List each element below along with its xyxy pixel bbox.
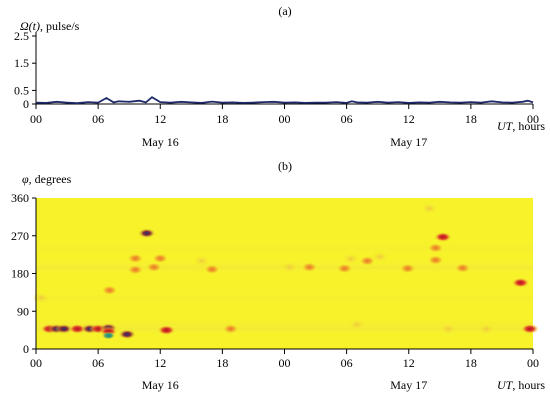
panel-a: (a) Ω(t), pulse/s 00.51.52.5 00 06 12 18 00 0… bbox=[14, 4, 545, 149]
x-tick-label: 06 bbox=[92, 112, 104, 126]
heatmap-spot bbox=[137, 228, 156, 239]
x-tick-label: 18 bbox=[216, 112, 228, 126]
x-tick-label: 12 bbox=[154, 112, 166, 126]
day-label: May 16 bbox=[142, 378, 179, 392]
panel-b-xlabel: UT, hours bbox=[497, 378, 545, 392]
y-tick-label: 90 bbox=[17, 304, 29, 318]
x-tick-label: 00 bbox=[30, 112, 42, 126]
heatmap-band bbox=[36, 318, 533, 329]
x-tick-label: 18 bbox=[216, 356, 228, 370]
heatmap-spot bbox=[520, 323, 539, 334]
heatmap-spot bbox=[420, 202, 439, 215]
y-tick-label: 0.5 bbox=[14, 83, 29, 97]
panel-a-day-labels: May 16 May 17 bbox=[142, 135, 428, 149]
x-tick-label: 00 bbox=[30, 356, 42, 370]
x-tick-label: 12 bbox=[403, 356, 415, 370]
day-label: May 17 bbox=[390, 135, 427, 149]
heatmap-band bbox=[36, 323, 533, 334]
y-tick-label: 180 bbox=[11, 267, 29, 281]
heatmap-spot bbox=[32, 291, 51, 304]
heatmap-spot bbox=[118, 329, 137, 340]
panel-a-y-axis: 00.5 1.5 2.5 bbox=[14, 29, 37, 111]
y-tick-label: 0 bbox=[23, 97, 29, 111]
x-tick-label: 00 bbox=[527, 112, 539, 126]
heatmap-spot bbox=[222, 323, 239, 334]
x-tick-label: 00 bbox=[279, 112, 291, 126]
x-tick-label: 00 bbox=[527, 356, 539, 370]
x-tick-label: 18 bbox=[465, 356, 477, 370]
x-tick-label: 00 bbox=[279, 356, 291, 370]
heatmap-spot bbox=[427, 242, 444, 253]
heatmap-spot bbox=[280, 261, 299, 274]
x-tick-label: 12 bbox=[403, 112, 415, 126]
panel-b: (b) φ, degrees 0 90 180 270 360 00 06 12 18 00 06… bbox=[11, 159, 545, 392]
heatmap-spot bbox=[439, 322, 458, 335]
heatmap-spot bbox=[433, 232, 452, 243]
x-tick-label: 12 bbox=[154, 356, 166, 370]
heatmap-spot bbox=[54, 323, 73, 334]
panel-b-ylabel: φ, degrees bbox=[22, 172, 72, 186]
y-tick-label: 270 bbox=[11, 229, 29, 243]
heatmap-spot bbox=[152, 253, 169, 264]
heatmap-spot bbox=[204, 264, 221, 275]
heatmap-spot bbox=[127, 264, 144, 275]
panel-b-day-labels: May 16 May 17 bbox=[142, 378, 428, 392]
heatmap-spot bbox=[341, 252, 360, 265]
heatmap-spot bbox=[68, 323, 87, 334]
y-tick-label: 0 bbox=[23, 342, 29, 356]
heatmap-spot bbox=[301, 262, 318, 273]
heatmap-spots bbox=[32, 202, 539, 340]
heatmap-band bbox=[36, 243, 533, 254]
heatmap-spot bbox=[477, 322, 496, 335]
heatmap-spot bbox=[370, 250, 389, 263]
panel-a-xlabel: UT, hours bbox=[497, 119, 545, 133]
y-tick-label: 360 bbox=[11, 191, 29, 205]
panel-b-x-axis: 00 06 12 18 00 06 12 18 00 bbox=[30, 348, 539, 370]
panel-b-label: (b) bbox=[278, 159, 292, 173]
heatmap-spot bbox=[127, 253, 144, 264]
heatmap-spot bbox=[511, 277, 530, 288]
heatmap-spot bbox=[101, 331, 116, 340]
x-tick-label: 06 bbox=[341, 356, 353, 370]
heatmap-band bbox=[36, 293, 533, 304]
heatmap-spot bbox=[427, 255, 444, 266]
y-tick-label: 2.5 bbox=[14, 29, 29, 43]
panel-a-ylabel: Ω(t), pulse/s bbox=[20, 19, 80, 33]
heatmap-spot bbox=[399, 263, 416, 274]
heatmap-spot bbox=[347, 318, 366, 331]
panel-a-series-line bbox=[35, 96, 534, 105]
panel-b-y-axis: 0 90 180 270 360 bbox=[11, 191, 37, 356]
panel-a-label: (a) bbox=[278, 4, 291, 18]
heatmap-spot bbox=[157, 325, 176, 336]
day-label: May 16 bbox=[142, 135, 179, 149]
heatmap-spot bbox=[336, 263, 353, 274]
heatmap-spot bbox=[146, 262, 163, 273]
heatmap-spot bbox=[454, 263, 471, 274]
y-tick-label: 1.5 bbox=[14, 56, 29, 70]
heatmap-spot bbox=[101, 285, 118, 296]
x-tick-label: 18 bbox=[465, 112, 477, 126]
x-tick-label: 06 bbox=[341, 112, 353, 126]
day-label: May 17 bbox=[390, 378, 427, 392]
heatmap-spot bbox=[192, 254, 211, 267]
x-tick-label: 06 bbox=[92, 356, 104, 370]
panel-a-x-axis: 00 06 12 18 00 06 12 18 00 bbox=[30, 103, 539, 126]
